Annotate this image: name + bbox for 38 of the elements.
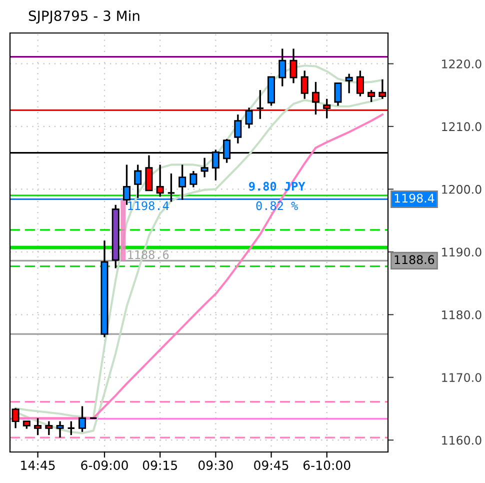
- candlestick: [200, 156, 208, 178]
- annotation: 1188.6: [128, 250, 169, 260]
- x-tick-label: 09:30: [198, 460, 233, 470]
- candlestick: [56, 420, 64, 438]
- x-tick-label: 6-10:00: [303, 460, 350, 470]
- x-tick-label: 6-09:00: [81, 460, 128, 470]
- candlestick: [45, 420, 53, 436]
- x-tick-label: 09:15: [142, 460, 178, 470]
- candlestick: [245, 106, 253, 130]
- y-tick-label: 1200.0: [442, 184, 482, 194]
- candlestick: [356, 70, 364, 98]
- y-tick-label: 1180.0: [442, 310, 482, 320]
- candlestick: [78, 405, 86, 433]
- ref-line-label: 1198.4: [394, 194, 434, 203]
- y-tick-label: 1220.0: [442, 59, 482, 68]
- candlestick: [300, 70, 308, 100]
- annotation: 0.82 %: [256, 201, 298, 210]
- y-tick-label: 1170.0: [442, 373, 482, 382]
- candlestick: [234, 114, 242, 144]
- candlestick: [345, 72, 353, 94]
- candlestick: [190, 170, 198, 188]
- candlestick: [290, 48, 298, 84]
- y-tick-label: 1160.0: [442, 436, 482, 445]
- candlestick: [167, 172, 176, 203]
- candlestick: [368, 89, 376, 103]
- x-tick-label: 09:45: [254, 460, 288, 470]
- candlestick: [334, 82, 342, 107]
- y-tick-label: 1190.0: [442, 248, 482, 257]
- candlestick: [34, 417, 42, 436]
- candlestick: [156, 164, 164, 198]
- annotation: 1198.4: [128, 201, 169, 210]
- annotation: 9.80 JPY: [249, 182, 306, 191]
- x-tick-label: 14:45: [21, 460, 55, 470]
- candlestick: [145, 154, 153, 192]
- candlestick: [278, 48, 286, 88]
- chart-title: SJPJ8795 - 3 Min: [28, 10, 140, 24]
- ref-line-label: 1188.6: [394, 255, 434, 264]
- y-tick-label: 1210.0: [442, 122, 482, 132]
